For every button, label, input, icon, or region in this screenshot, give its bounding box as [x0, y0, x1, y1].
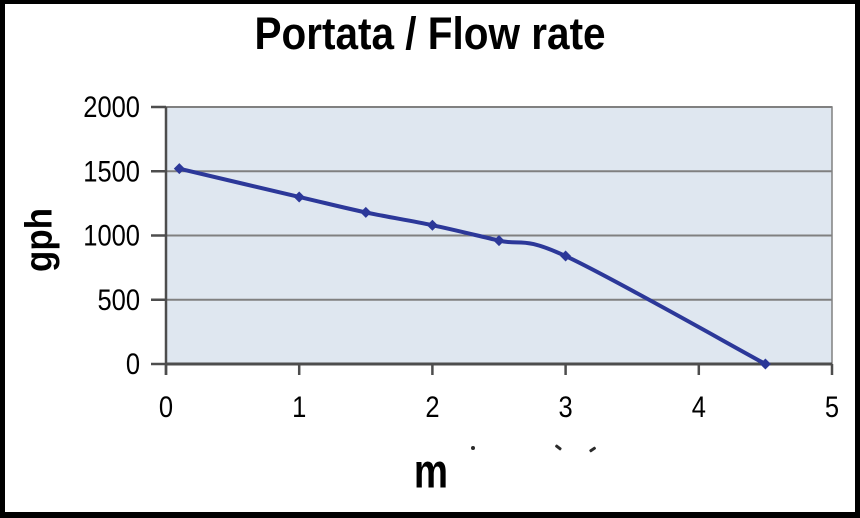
data-point-marker-1 — [293, 191, 305, 203]
x-tick-label-3: 3 — [559, 390, 573, 423]
x-tick-label-5: 5 — [825, 390, 839, 423]
chart-title-text: Portata / Flow rate — [254, 8, 606, 59]
data-point-marker-4 — [493, 235, 505, 247]
y-tick-label-2000: 2000 — [83, 90, 140, 123]
y-tick-label-1000: 1000 — [83, 219, 140, 252]
x-tick-label-1: 1 — [292, 390, 306, 423]
y-axis-title: gph — [18, 207, 61, 273]
y-tick-label-500: 500 — [97, 283, 140, 316]
data-point-marker-3 — [426, 219, 438, 231]
x-tick-label-4: 4 — [692, 390, 706, 423]
data-point-marker-6 — [759, 358, 771, 370]
x-tick-label-2: 2 — [425, 390, 439, 423]
data-point-marker-5 — [560, 250, 572, 262]
data-point-marker-0 — [173, 163, 185, 175]
y-tick-label-0: 0 — [126, 347, 140, 380]
x-tick-label-0: 0 — [159, 390, 173, 423]
y-tick-label-1500: 1500 — [83, 154, 140, 187]
data-point-marker-2 — [360, 206, 372, 218]
chart-title: Portata / Flow rate — [0, 8, 860, 60]
x-axis-title: m — [413, 445, 449, 499]
stray-mark-dot — [471, 446, 475, 450]
